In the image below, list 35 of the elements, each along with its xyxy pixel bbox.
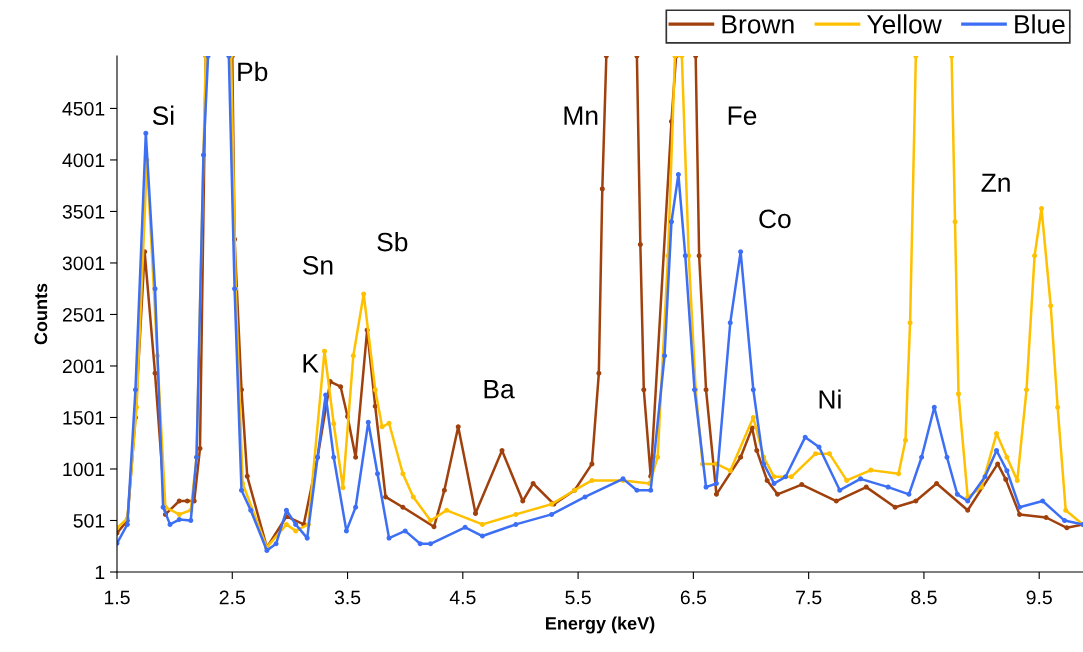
x-tick-label: 3.5	[334, 590, 361, 605]
y-tick-label: 3501	[62, 204, 105, 219]
x-tick-label: 7.5	[796, 590, 822, 605]
x-tick-label: 6.5	[680, 590, 707, 605]
x-tick-label: 1.5	[104, 590, 130, 605]
annotation: Si	[152, 105, 174, 125]
y-tick-label: 2501	[62, 307, 105, 322]
annotation: Zn	[981, 173, 1010, 192]
annotation: Fe	[728, 106, 757, 125]
annotation: Mn	[564, 106, 598, 125]
y-tick-label: 1	[95, 565, 105, 580]
annotation: Ni	[819, 389, 841, 409]
annotation: Co	[759, 209, 791, 229]
y-tick-label: 1001	[63, 462, 105, 477]
y-axis-title: Counts	[34, 283, 48, 345]
x-tick-label: 9.5	[1026, 590, 1052, 605]
x-tick-label: 8.5	[911, 590, 937, 605]
annotation: Pb	[238, 61, 268, 82]
legend-label: Brown	[722, 15, 794, 34]
y-tick-label: 501	[73, 513, 105, 528]
x-axis-title: Energy (keV)	[546, 616, 655, 634]
annotation: Sb	[377, 232, 408, 252]
y-tick-label: 3001	[62, 256, 105, 271]
y-tick-label: 4001	[62, 153, 105, 168]
annotation: Ba	[484, 380, 515, 399]
y-tick-label: 1501	[63, 410, 105, 425]
x-tick-label: 4.5	[449, 590, 476, 605]
y-tick-label: 4501	[62, 101, 105, 116]
annotation: Sn	[302, 255, 333, 275]
x-tick-label: 5.5	[565, 590, 591, 605]
y-tick-label: 2001	[62, 359, 105, 374]
annotation: K	[303, 354, 319, 373]
x-tick-label: 2.5	[219, 590, 245, 605]
legend-label: Yellow	[867, 14, 942, 34]
legend-label: Blue	[1015, 14, 1065, 34]
